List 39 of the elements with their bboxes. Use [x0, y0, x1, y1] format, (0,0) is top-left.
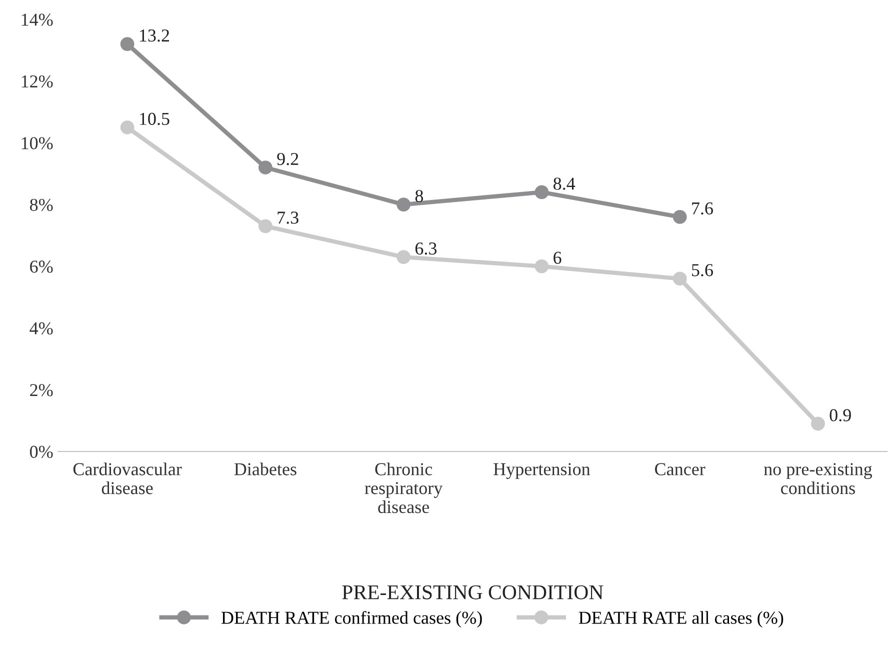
- y-tick-label: 12%: [22, 75, 53, 88]
- data-label: 6: [554, 252, 562, 264]
- point: [120, 37, 134, 51]
- data-label: 7.3: [278, 212, 298, 224]
- data-label: 9.2: [277, 152, 298, 166]
- x-tick-label: Chronic respiratory disease: [364, 462, 443, 514]
- data-label: 0.9: [830, 409, 851, 422]
- point: [672, 272, 687, 286]
- x-tick-label: Cardiovascular disease: [73, 462, 182, 494]
- point: [258, 219, 272, 234]
- legend-label: DEATH RATE all cases (%): [578, 611, 784, 628]
- data-label: 8: [415, 190, 424, 202]
- data-label: 6.3: [415, 242, 437, 255]
- x-tick-label: no pre-existing conditions: [764, 463, 872, 494]
- data-label: 8.4: [554, 178, 576, 190]
- point: [258, 160, 272, 174]
- point: [811, 416, 825, 431]
- data-label: 5.6: [692, 264, 713, 276]
- y-tick-label: 2%: [30, 384, 53, 396]
- data-label: 10.5: [140, 112, 170, 126]
- y-tick-label: 8%: [30, 198, 53, 212]
- point: [396, 198, 411, 212]
- x-tick-label: Diabetes: [234, 462, 296, 476]
- y-tick-label: 4%: [30, 322, 53, 335]
- y-tick-label: 10%: [22, 137, 53, 150]
- data-label: 7.6: [692, 202, 713, 215]
- point: [396, 250, 411, 264]
- x-tick-label: Cancer: [655, 463, 706, 476]
- point: [534, 259, 549, 274]
- y-tick-label: 14%: [22, 14, 53, 26]
- x-tick-label: Hypertension: [494, 463, 590, 479]
- point: [120, 120, 134, 134]
- legend-label: DEATH RATE confirmed cases (%): [221, 611, 482, 628]
- y-tick-label: 6%: [30, 260, 53, 273]
- x-axis-title: PRE-EXISTING CONDITION: [342, 585, 604, 600]
- point: [534, 185, 549, 200]
- y-tick-label: 0%: [30, 446, 53, 458]
- point: [672, 210, 687, 224]
- data-label: 13.2: [140, 29, 170, 42]
